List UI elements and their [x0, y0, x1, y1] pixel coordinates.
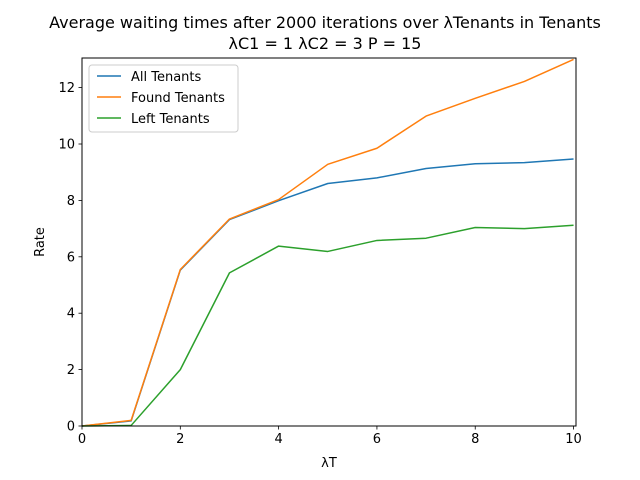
- chart-subtitle: λC1 = 1 λC2 = 3 P = 15: [229, 34, 422, 53]
- y-axis-label: Rate: [33, 227, 48, 257]
- series-line: [81, 224, 574, 427]
- x-axis: 0 2 4 6 8 10: [78, 426, 582, 447]
- x-tick-label: 6: [373, 432, 381, 447]
- series-line: [81, 58, 574, 427]
- legend-label: Found Tenants: [131, 91, 225, 106]
- legend-label: Left Tenants: [131, 112, 210, 127]
- series-line: [81, 158, 574, 427]
- x-tick-label: 8: [471, 432, 479, 447]
- y-tick-label: 8: [67, 194, 75, 209]
- x-tick-label: 4: [274, 432, 282, 447]
- y-axis: 0 2 4 6 8 10 12: [58, 81, 82, 435]
- x-tick-label: 2: [176, 432, 184, 447]
- y-tick-label: 2: [67, 363, 75, 378]
- y-tick-label: 6: [67, 250, 75, 265]
- chart-title: Average waiting times after 2000 iterati…: [49, 13, 601, 32]
- x-tick-label: 10: [565, 432, 582, 447]
- legend-label: All Tenants: [131, 70, 202, 85]
- y-tick-label: 12: [58, 81, 75, 96]
- series-layer: [81, 58, 574, 427]
- y-tick-label: 10: [58, 138, 75, 153]
- x-tick-label: 0: [78, 432, 86, 447]
- x-axis-label: λT: [321, 456, 337, 471]
- y-tick-label: 0: [67, 420, 75, 435]
- y-tick-label: 4: [67, 307, 75, 322]
- axes-frame: [81, 57, 577, 427]
- legend-box: [88, 64, 239, 133]
- legend: All Tenants Found Tenants Left Tenants: [88, 64, 239, 133]
- plot-area: [81, 57, 577, 427]
